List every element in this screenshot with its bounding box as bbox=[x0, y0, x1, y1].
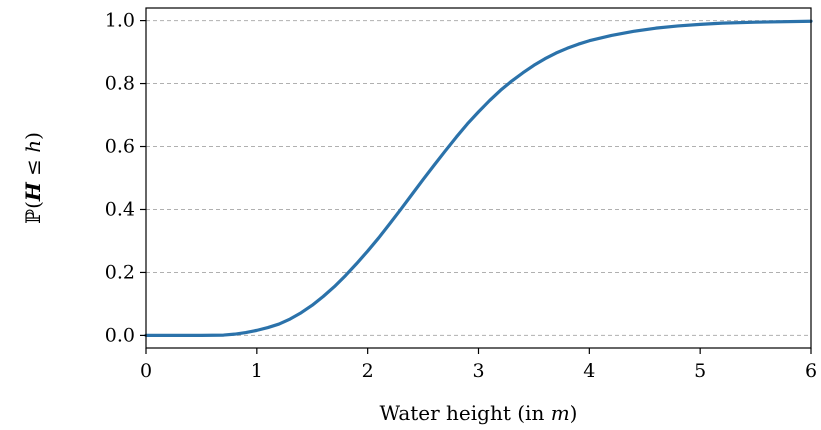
y-tick-label: 0.2 bbox=[105, 261, 135, 283]
y-tick-label: 1.0 bbox=[105, 10, 135, 32]
x-tick-label: 2 bbox=[362, 360, 374, 382]
x-tick-label: 6 bbox=[805, 360, 817, 382]
x-axis: 0 1 2 3 4 5 6 bbox=[140, 348, 817, 382]
cdf-line bbox=[144, 19, 813, 338]
y-axis: 0.0 0.2 0.4 0.6 0.8 1.0 bbox=[105, 10, 146, 346]
series-layer bbox=[144, 19, 813, 338]
x-axis-label: Water height (in m) bbox=[380, 401, 578, 425]
y-tick-label: 0.0 bbox=[105, 324, 135, 346]
x-tick-label: 3 bbox=[472, 360, 484, 382]
y-tick-label: 0.8 bbox=[105, 73, 135, 95]
y-axis-label: ℙ(H ≤ h) bbox=[21, 132, 45, 224]
x-tick-label: 0 bbox=[140, 360, 152, 382]
y-tick-label: 0.4 bbox=[105, 198, 135, 220]
x-tick-label: 5 bbox=[694, 360, 706, 382]
y-tick-label: 0.6 bbox=[105, 136, 135, 158]
plot-frame bbox=[145, 7, 812, 349]
x-tick-label: 4 bbox=[583, 360, 595, 382]
x-tick-label: 1 bbox=[251, 360, 263, 382]
grid-lines bbox=[146, 20, 811, 336]
